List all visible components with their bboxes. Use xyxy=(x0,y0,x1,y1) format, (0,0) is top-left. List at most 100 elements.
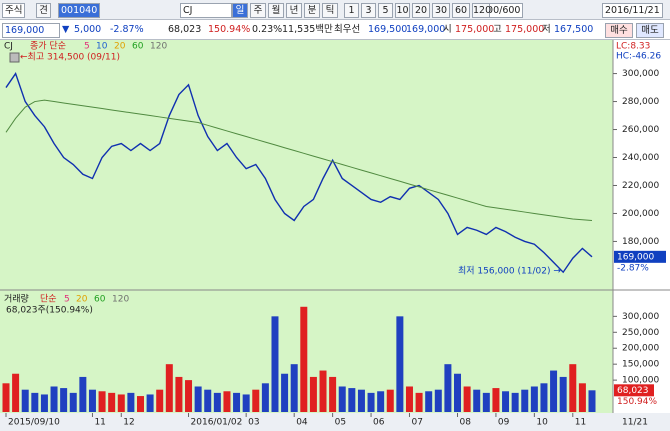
x-tick-label: 12 xyxy=(123,418,134,428)
volume-bar xyxy=(454,373,462,412)
pct-tag: -2.87% xyxy=(617,263,649,273)
volume-bar xyxy=(300,306,308,412)
volume-bar xyxy=(21,389,29,412)
period-button[interactable]: 분 xyxy=(304,3,320,18)
volume-bar xyxy=(185,380,193,412)
x-tick-label: 2016/01/02 xyxy=(191,418,243,428)
legend-period: 120 xyxy=(112,295,129,305)
interval-button[interactable]: 120 xyxy=(472,3,492,18)
volume-bar xyxy=(69,392,77,412)
hc: HC:-46.26 xyxy=(616,52,661,62)
interval-button[interactable]: 30 xyxy=(432,3,450,18)
interval-button[interactable]: 3 xyxy=(361,3,376,18)
x-tick-label: 08 xyxy=(460,418,472,428)
change-pct: -2.87% xyxy=(110,24,144,35)
price-tag: 169,000 xyxy=(617,252,654,262)
legend-period: 60 xyxy=(132,42,144,52)
y-tick-label: 280,000 xyxy=(622,97,659,107)
volume: 68,023 xyxy=(168,24,202,35)
y-tick-label: 150,000 xyxy=(622,360,659,370)
change: 5,000 xyxy=(74,24,102,35)
volume-bar xyxy=(194,386,202,412)
volume-bar xyxy=(271,316,279,412)
date[interactable]: 2016/11/21 xyxy=(602,3,663,18)
x-tick-label: 07 xyxy=(411,418,422,428)
x-tick-label: 03 xyxy=(248,418,259,428)
x-end-label: 11/21 xyxy=(622,418,648,428)
volume-bar xyxy=(108,392,116,412)
y-tick-label: 300,000 xyxy=(622,69,659,79)
volume-bar xyxy=(502,391,510,412)
axis-bg xyxy=(613,40,670,413)
x-tick-label: 09 xyxy=(498,418,510,428)
volume-bar xyxy=(578,383,586,412)
y-tick-label: 300,000 xyxy=(622,312,659,322)
market-select[interactable]: 주식 xyxy=(2,3,26,18)
x-tick-label: 11 xyxy=(575,418,586,428)
period-button[interactable]: 일 xyxy=(232,3,248,18)
interval-button[interactable]: 20 xyxy=(412,3,430,18)
volume-bar xyxy=(530,386,538,412)
volume-bar xyxy=(309,376,317,412)
period-button[interactable]: 월 xyxy=(268,3,284,18)
interval-button[interactable]: 1 xyxy=(344,3,359,18)
volume-bar xyxy=(569,364,577,412)
legend-ma: 단순 xyxy=(40,294,57,305)
best-label: 최우선 xyxy=(334,24,361,35)
legend-name: 거래량 xyxy=(4,293,29,305)
volume-bar xyxy=(242,394,250,412)
volume-bar xyxy=(473,389,481,412)
y-tick-label: 180,000 xyxy=(622,237,659,247)
low-note: 최저 156,000 (11/02) → xyxy=(458,266,561,277)
period-button[interactable]: 틱 xyxy=(322,3,338,18)
search-button[interactable]: 견 xyxy=(36,3,51,18)
volume-bar xyxy=(88,389,96,412)
sell-button[interactable]: 매도 xyxy=(636,23,664,38)
volume-bar xyxy=(463,386,471,412)
volume-bar xyxy=(348,388,356,412)
legend-period: 5 xyxy=(64,295,70,305)
quote-bar: 169,000 ▼ 5,000 -2.87% 68,023 150.94% 0.… xyxy=(0,20,670,40)
y-tick-label: 250,000 xyxy=(622,328,659,338)
y-tick-label: 200,000 xyxy=(622,344,659,354)
info: 68,023주(150.94%) xyxy=(6,305,93,316)
price-tag-bg xyxy=(614,250,666,263)
volume-bar xyxy=(290,364,298,412)
volume-tag: 68,023 xyxy=(617,386,649,396)
interval-button[interactable]: 5 xyxy=(378,3,393,18)
low: 167,500 xyxy=(554,24,594,35)
period-button[interactable]: 주 xyxy=(250,3,266,18)
legend-period: 10 xyxy=(96,42,108,52)
volume-bar xyxy=(146,394,154,412)
buy-button[interactable]: 매수 xyxy=(605,23,633,38)
volume-bar xyxy=(511,392,519,412)
volume-bar xyxy=(386,389,394,412)
open-label: 시 xyxy=(443,24,452,35)
volume-bar xyxy=(136,396,144,412)
legend-period: 120 xyxy=(150,42,167,52)
volume-bar xyxy=(281,373,289,412)
interval-button[interactable]: 60 xyxy=(452,3,470,18)
volume-bar xyxy=(223,391,231,412)
x-tick-label: 06 xyxy=(373,418,385,428)
volume-bar xyxy=(367,392,375,412)
volume-bar xyxy=(127,392,135,412)
price-line xyxy=(5,72,593,274)
volume-bar xyxy=(98,391,106,412)
x-tick-label: 04 xyxy=(296,418,308,428)
interval-button[interactable]: 10 xyxy=(395,3,410,18)
legend-ma: 종가 단순 xyxy=(30,41,66,52)
best-ask: 169,500 xyxy=(368,24,408,35)
y-tick-label: 260,000 xyxy=(622,125,659,135)
open: 175,000 xyxy=(455,24,495,35)
legend-period: 60 xyxy=(94,295,106,305)
price: 169,000 xyxy=(2,23,60,38)
period-button[interactable]: 년 xyxy=(286,3,302,18)
code-input[interactable]: 001040 xyxy=(58,3,101,18)
volume-bar xyxy=(338,386,346,412)
volume-bar xyxy=(329,376,337,412)
volume-bar xyxy=(156,389,164,412)
x-tick-label: 2015/09/10 xyxy=(8,418,60,428)
ma-line xyxy=(5,99,593,221)
